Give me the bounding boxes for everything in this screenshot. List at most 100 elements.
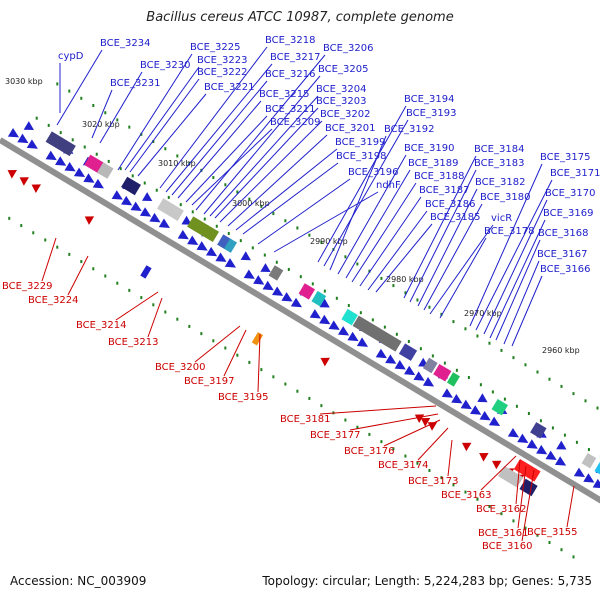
- reverse-gene-label: BCE_3181: [280, 414, 330, 425]
- track-dot: [35, 116, 38, 120]
- track-dot: [455, 368, 458, 372]
- forward-gene-arrow: [451, 393, 463, 404]
- forward-gene-arrow: [187, 235, 199, 245]
- track-dot: [572, 392, 575, 396]
- forward-leader-line: [235, 148, 338, 231]
- forward-leader-line: [177, 100, 262, 199]
- forward-leader-line: [203, 75, 321, 215]
- track-dot: [224, 183, 227, 187]
- forward-gene-arrow: [7, 127, 20, 138]
- track-dot: [80, 96, 83, 100]
- reverse-leader-line: [223, 329, 247, 377]
- forward-gene-arrow: [413, 371, 425, 381]
- track-dot: [296, 226, 299, 230]
- track-dot: [104, 111, 107, 115]
- reverse-leader-line: [417, 427, 449, 461]
- forward-gene-label: BCE_3203: [316, 96, 366, 107]
- reverse-gene-arrow: [462, 442, 472, 452]
- feature-block: [223, 238, 238, 253]
- forward-gene-arrow: [583, 473, 595, 483]
- track-dot: [347, 303, 350, 307]
- forward-leader-line: [257, 178, 351, 245]
- forward-gene-arrow: [488, 416, 501, 427]
- track-dot: [116, 281, 119, 285]
- forward-gene-arrow: [479, 410, 491, 421]
- track-dot: [395, 332, 398, 336]
- forward-gene-label: BCE_3201: [325, 123, 375, 134]
- kbp-tick-label: 2970 kbp: [464, 309, 502, 318]
- forward-gene-arrow: [338, 326, 350, 336]
- track-dot: [212, 339, 215, 343]
- track-dot: [260, 204, 263, 208]
- track-dot: [20, 224, 23, 228]
- reverse-gene-arrow: [19, 177, 29, 186]
- forward-gene-label: BCE_3170: [545, 188, 595, 199]
- feature-block: [341, 308, 358, 326]
- track-dot: [539, 419, 542, 423]
- forward-gene-label: BCE_3217: [270, 52, 320, 63]
- track-dot: [380, 276, 383, 280]
- track-dot: [512, 356, 515, 360]
- reverse-gene-label: BCE_3214: [76, 320, 126, 331]
- feature-block: [594, 461, 600, 475]
- forward-gene-arrow: [545, 450, 557, 461]
- forward-gene-arrow: [554, 456, 567, 466]
- track-dot: [287, 267, 290, 271]
- forward-leader-line: [489, 219, 546, 339]
- forward-gene-arrow: [196, 241, 208, 251]
- feature-block: [140, 265, 152, 279]
- forward-leader-line: [117, 53, 193, 171]
- track-dot: [272, 375, 275, 379]
- track-dot: [356, 425, 359, 429]
- track-dot: [308, 233, 311, 237]
- forward-gene-label: BCE_3171: [550, 168, 600, 179]
- reverse-gene-label: BCE_3229: [2, 281, 52, 292]
- reverse-gene-label: BCE_3176: [344, 446, 394, 457]
- forward-leader-line: [475, 179, 553, 331]
- reverse-gene-arrow: [479, 452, 489, 462]
- track-dot: [320, 404, 323, 408]
- forward-gene-arrow: [328, 320, 340, 330]
- track-dot: [95, 152, 98, 156]
- reverse-gene-arrow: [84, 216, 95, 225]
- reverse-gene-label: BCE_3197: [184, 376, 234, 387]
- track-dot: [527, 412, 530, 416]
- kbp-tick-label: 3030 kbp: [5, 77, 43, 86]
- track-dot: [416, 298, 419, 302]
- forward-gene-arrow: [477, 393, 488, 403]
- track-dot: [380, 440, 383, 444]
- forward-leader-line: [409, 169, 477, 303]
- forward-gene-label: BCE_3216: [265, 69, 315, 80]
- forward-gene-arrow: [404, 365, 416, 376]
- forward-gene-label: BCE_3202: [320, 109, 370, 120]
- forward-gene-label: BCE_3193: [406, 108, 456, 119]
- track-dot: [104, 274, 107, 278]
- forward-gene-arrow: [507, 427, 519, 438]
- forward-leader-line: [483, 199, 548, 335]
- forward-gene-arrow: [55, 156, 67, 166]
- forward-gene-label: BCE_3196: [348, 167, 398, 178]
- kbp-tick-label: 3020 kbp: [82, 120, 120, 129]
- track-dot: [584, 399, 587, 403]
- forward-gene-label: BCE_3223: [197, 55, 247, 66]
- feature-block: [446, 372, 460, 387]
- forward-gene-label: BCE_3178: [484, 226, 534, 237]
- track-dot: [587, 448, 590, 452]
- forward-gene-label: BCE_3185: [430, 212, 480, 223]
- forward-gene-arrow: [422, 377, 435, 387]
- track-dot: [524, 526, 527, 530]
- track-dot: [440, 476, 443, 480]
- forward-gene-arrow: [290, 297, 303, 308]
- track-dot: [500, 348, 503, 352]
- forward-gene-label: BCE_3209: [270, 117, 320, 128]
- accession-text: Accession: NC_003909: [10, 574, 147, 588]
- forward-gene-label: BCE_3221: [204, 82, 254, 93]
- kbp-tick-label: 2960 kbp: [542, 346, 580, 355]
- feature-block: [422, 357, 438, 374]
- track-dot: [575, 440, 578, 444]
- kbp-tick-label: 3000 kbp: [232, 199, 270, 208]
- track-dot: [215, 224, 218, 228]
- forward-leader-line: [511, 275, 543, 347]
- forward-gene-label: BCE_3204: [316, 84, 366, 95]
- forward-leader-line: [137, 93, 207, 177]
